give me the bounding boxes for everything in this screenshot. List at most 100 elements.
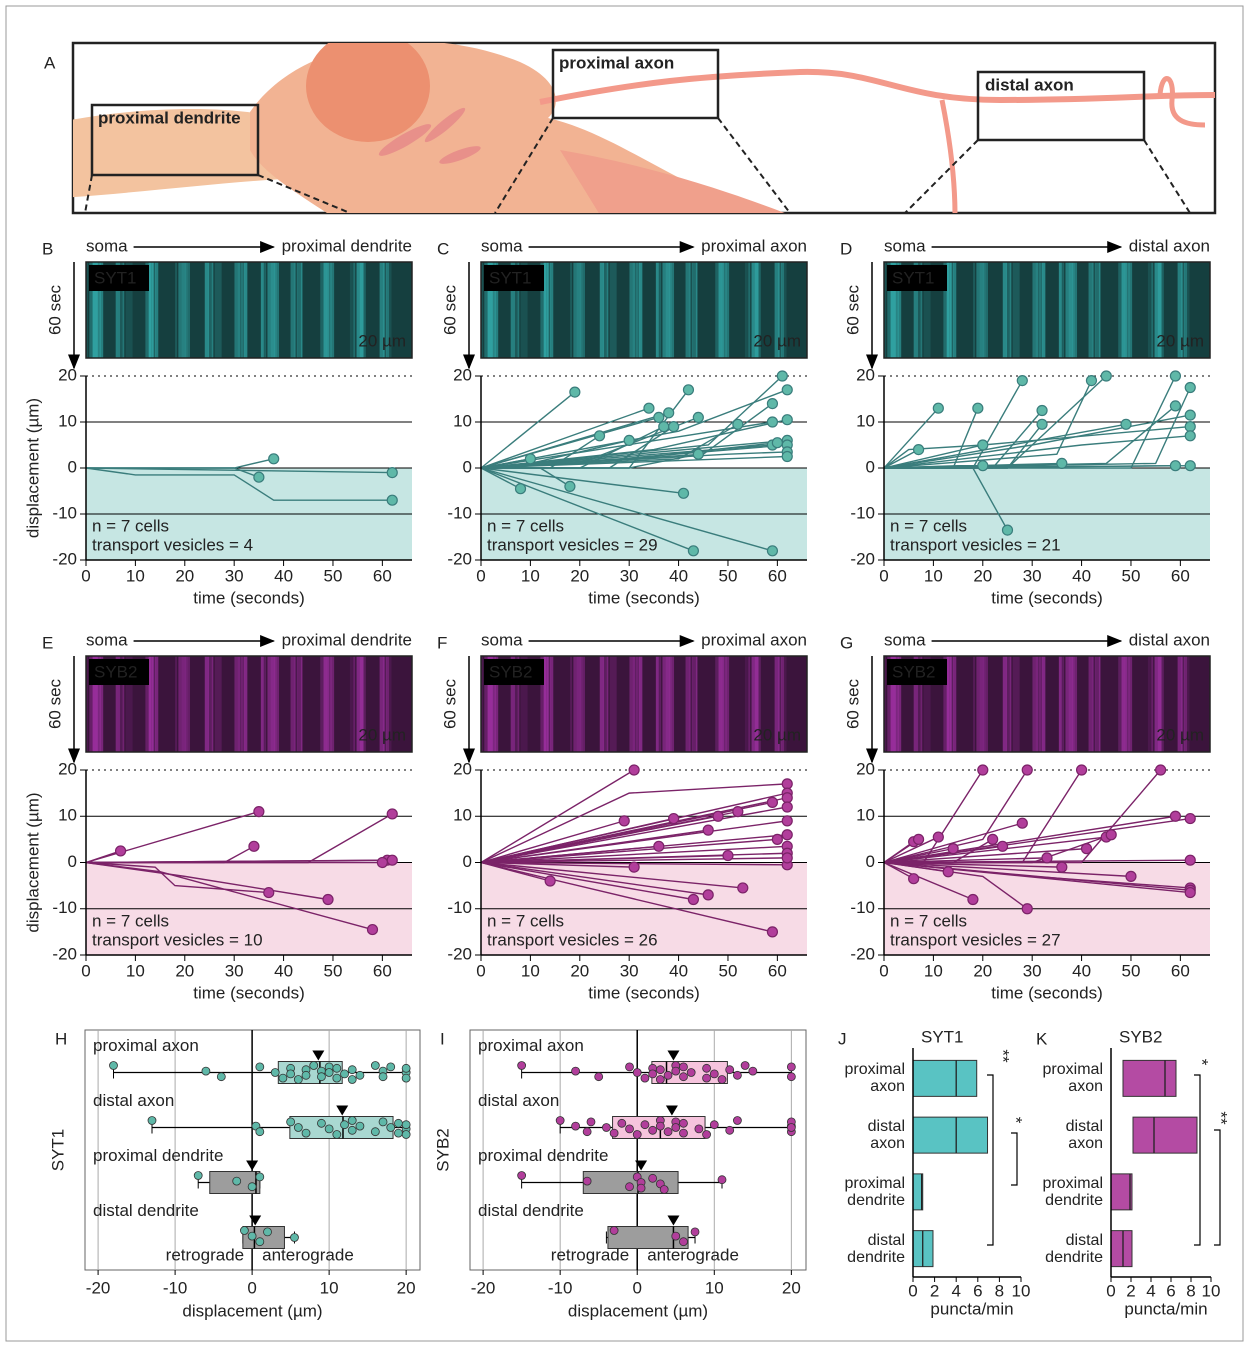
data-point bbox=[691, 1228, 699, 1236]
data-point bbox=[302, 1129, 310, 1137]
data-point bbox=[703, 1074, 711, 1082]
kymo-texture bbox=[155, 262, 158, 358]
data-point bbox=[733, 1117, 741, 1125]
kymo-texture bbox=[580, 262, 585, 358]
endpoint bbox=[1185, 410, 1195, 420]
endpoint bbox=[1101, 371, 1111, 381]
marker-label: SYB2 bbox=[489, 662, 532, 681]
trajectory bbox=[884, 406, 1175, 468]
data-point bbox=[733, 1071, 741, 1079]
data-point bbox=[649, 1126, 657, 1134]
kymo-texture bbox=[1128, 656, 1132, 752]
endpoint bbox=[988, 834, 998, 844]
kymo-texture bbox=[725, 262, 729, 358]
endpoint bbox=[525, 454, 535, 464]
endpoint bbox=[1170, 811, 1180, 821]
kymo-texture bbox=[350, 262, 353, 358]
y-tick-label: -20 bbox=[447, 549, 472, 568]
y-tick-label: -10 bbox=[447, 898, 472, 917]
data-point bbox=[325, 1125, 333, 1133]
data-point bbox=[294, 1076, 302, 1084]
endpoint bbox=[723, 851, 733, 861]
x-tick-label: -20 bbox=[86, 1278, 111, 1297]
chart-title: SYB2 bbox=[1119, 1027, 1162, 1046]
data-point bbox=[109, 1062, 117, 1070]
data-point bbox=[240, 1227, 248, 1235]
kymo-texture bbox=[1013, 262, 1020, 358]
data-point bbox=[290, 1234, 298, 1242]
data-point bbox=[610, 1227, 618, 1235]
y-tick-label: -10 bbox=[52, 898, 77, 917]
region-label: distal axon bbox=[985, 75, 1074, 94]
data-point bbox=[710, 1121, 718, 1129]
data-point bbox=[256, 1128, 264, 1136]
endpoint bbox=[1170, 461, 1180, 471]
significance-bracket bbox=[1214, 1130, 1220, 1245]
x-axis-label: time (seconds) bbox=[588, 588, 699, 607]
y-tick-label: 10 bbox=[58, 411, 77, 430]
endpoint bbox=[933, 832, 943, 842]
data-point bbox=[602, 1124, 610, 1132]
kymo-texture bbox=[215, 656, 222, 752]
kymo-texture bbox=[1128, 262, 1132, 358]
kymo-texture bbox=[1009, 656, 1011, 752]
kymo-texture bbox=[300, 262, 302, 358]
data-point bbox=[348, 1117, 356, 1125]
endpoint bbox=[782, 779, 792, 789]
data-point bbox=[402, 1121, 410, 1129]
kymo-texture bbox=[155, 656, 158, 752]
kymo-texture bbox=[983, 656, 988, 752]
endpoint bbox=[1185, 888, 1195, 898]
kymo-texture bbox=[274, 656, 279, 752]
data-point bbox=[679, 1119, 687, 1127]
endpoint bbox=[933, 403, 943, 413]
x-axis-label: time (seconds) bbox=[588, 983, 699, 1002]
data-point bbox=[379, 1118, 387, 1126]
scale-label: 20 µm bbox=[358, 725, 406, 744]
trajectory bbox=[86, 459, 274, 468]
y-tick-label: 0 bbox=[68, 457, 77, 476]
data-point bbox=[660, 1186, 668, 1194]
endpoint bbox=[1185, 855, 1195, 865]
kymo-texture bbox=[244, 656, 247, 752]
data-point bbox=[656, 1122, 664, 1130]
x-tick-label: 0 bbox=[476, 566, 485, 585]
annotation: retrograde bbox=[166, 1245, 244, 1264]
significance-label: ** bbox=[1212, 1111, 1231, 1125]
data-point bbox=[202, 1067, 210, 1075]
endpoint bbox=[654, 841, 664, 851]
annotation: n = 7 cells bbox=[890, 911, 967, 930]
significance-bracket bbox=[1194, 1075, 1200, 1245]
annotation: transport vesicles = 27 bbox=[890, 930, 1061, 949]
endpoint bbox=[367, 925, 377, 935]
bar bbox=[1111, 1231, 1132, 1267]
kymo-texture bbox=[1062, 656, 1064, 752]
mean-marker bbox=[312, 1051, 324, 1061]
kymo-texture bbox=[656, 656, 659, 752]
data-point bbox=[333, 1074, 341, 1082]
endpoint bbox=[669, 422, 679, 432]
panel-label: F bbox=[437, 633, 447, 652]
kymo-texture bbox=[1006, 656, 1009, 752]
endpoint bbox=[1185, 431, 1195, 441]
endpoint bbox=[968, 895, 978, 905]
kymo-texture bbox=[659, 262, 661, 358]
data-point bbox=[387, 1063, 395, 1071]
annotation: transport vesicles = 21 bbox=[890, 535, 1061, 554]
x-tick-label: 40 bbox=[274, 566, 293, 585]
kymo-texture bbox=[695, 262, 697, 358]
endpoint bbox=[264, 888, 274, 898]
duration-label: 60 sec bbox=[45, 678, 64, 729]
kymo-texture bbox=[639, 262, 642, 358]
y-tick-label: 10 bbox=[453, 806, 472, 825]
x-tick-label: 40 bbox=[274, 961, 293, 980]
kymo-texture bbox=[1042, 262, 1045, 358]
endpoint bbox=[1185, 422, 1195, 432]
mean-marker bbox=[667, 1051, 679, 1061]
kymo-texture bbox=[297, 262, 300, 358]
kymo-texture bbox=[350, 656, 353, 752]
data-point bbox=[718, 1176, 726, 1184]
x-tick-label: 50 bbox=[1122, 566, 1141, 585]
endpoint bbox=[782, 385, 792, 395]
kymo-texture bbox=[1006, 262, 1009, 358]
